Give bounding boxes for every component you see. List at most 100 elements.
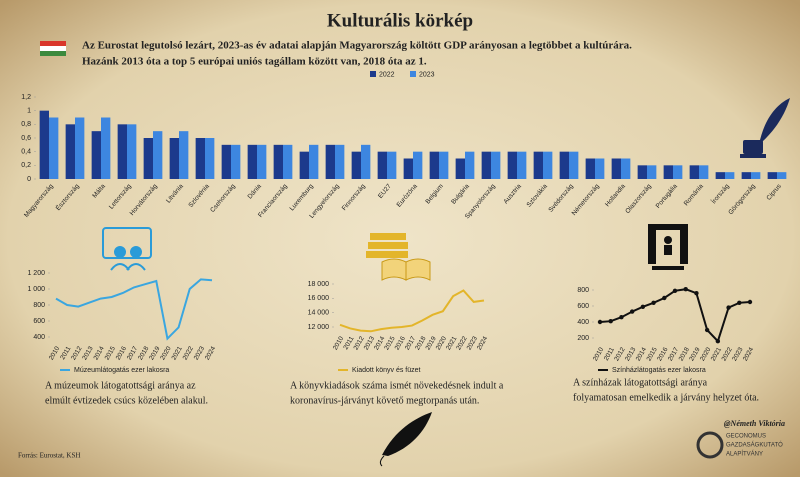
bar — [49, 117, 59, 179]
y-tick-label: 0,2 — [21, 162, 31, 169]
y-tick-label: 16 000 — [308, 295, 330, 302]
caption: A színházak látogatottsági aránya — [573, 377, 708, 388]
bar — [647, 165, 657, 179]
y-tick-label: 600 — [33, 318, 45, 325]
caption: folyamatosan emelkedik a járvány helyzet… — [573, 392, 759, 403]
legend-swatch — [370, 71, 376, 77]
point — [726, 305, 731, 310]
logo-text: GAZDASÁGKUTATÓ — [726, 442, 783, 449]
bar — [767, 172, 777, 179]
bar — [637, 165, 647, 179]
bar — [39, 110, 49, 179]
bar — [517, 151, 527, 179]
bar — [621, 158, 631, 179]
logo: GECONOMUS GAZDASÁGKUTATÓ ALAPÍTVÁNY — [696, 431, 783, 459]
source: Forrás: Eurostat, KSH — [18, 452, 80, 460]
y-tick-label: 200 — [577, 335, 589, 342]
y-tick-label: 14 000 — [308, 310, 330, 317]
y-tick-label: 1 — [27, 108, 31, 115]
bar — [387, 151, 397, 179]
point — [704, 327, 710, 333]
line — [339, 289, 485, 333]
intro-line: Hazánk 2013 óta a top 5 európai uniós ta… — [82, 56, 427, 68]
bar — [273, 144, 283, 179]
point — [662, 295, 667, 301]
caption: elmúlt évtizedek csúcs közelében alakul. — [45, 395, 208, 406]
bar — [127, 124, 137, 179]
legend-label: 2023 — [419, 71, 435, 78]
point — [651, 300, 656, 305]
bar — [403, 158, 413, 179]
y-tick-label: 12 000 — [308, 324, 330, 331]
bar — [101, 117, 111, 179]
y-tick-label: 0 — [27, 176, 31, 183]
bar — [663, 165, 673, 179]
title: Kulturális körkép — [327, 10, 473, 31]
bar — [117, 124, 127, 179]
bar — [611, 158, 621, 179]
point — [608, 319, 613, 324]
y-tick-label: 1 200 — [27, 270, 45, 277]
caption: A könyvkiadások száma ismét növekedésnek… — [290, 380, 504, 391]
bar — [91, 131, 101, 179]
y-tick-label: 800 — [33, 302, 45, 309]
bar — [741, 172, 751, 179]
bar — [335, 144, 345, 179]
bar — [309, 144, 319, 179]
quill-icon — [740, 98, 790, 158]
bar — [699, 165, 709, 179]
logo-text: ALAPÍTVÁNY — [726, 451, 763, 458]
bar — [673, 165, 683, 179]
point — [597, 319, 603, 325]
bar — [585, 158, 595, 179]
legend-label: 2022 — [379, 71, 395, 78]
bar — [481, 151, 491, 179]
book-icon — [366, 233, 431, 281]
bar — [75, 117, 85, 179]
caption: koronavírus-járványt követő megtorpanás … — [290, 395, 479, 406]
bar — [65, 124, 75, 179]
y-tick-label: 1,2 — [21, 94, 31, 101]
point — [737, 300, 742, 305]
point — [619, 315, 624, 320]
point — [694, 291, 699, 296]
bar — [465, 151, 475, 179]
bar — [413, 151, 423, 179]
bar — [377, 151, 387, 179]
museum-icon — [102, 227, 152, 271]
bar — [205, 138, 215, 179]
bar — [143, 138, 153, 179]
bar — [257, 144, 267, 179]
legend-label: Kiadott könyv és füzet — [352, 367, 421, 374]
caption: A múzeumok látogatottsági aránya az — [45, 380, 196, 391]
bar — [543, 151, 553, 179]
bar — [507, 151, 517, 179]
bar — [195, 138, 205, 179]
bar — [299, 151, 309, 179]
point — [715, 339, 721, 344]
y-tick-label: 0,8 — [21, 121, 31, 128]
bar — [179, 131, 189, 179]
theater-icon — [648, 224, 688, 270]
bar — [595, 158, 605, 179]
y-tick-label: 400 — [577, 319, 589, 326]
bar — [221, 144, 231, 179]
bar — [439, 151, 449, 179]
y-tick-label: 1 000 — [27, 286, 45, 293]
bar — [559, 151, 569, 179]
bar — [689, 165, 699, 179]
bar — [777, 172, 787, 179]
legend-label: Múzeumlátogatás ezer lakosra — [74, 367, 169, 374]
bar — [231, 144, 241, 179]
bar — [725, 172, 735, 179]
logo-text: GECONOMUS — [726, 434, 766, 440]
y-tick-label: 400 — [33, 334, 45, 341]
bar — [361, 144, 371, 179]
author: @Németh Viktória — [724, 419, 785, 428]
legend-label: Színházlátogatás ezer lakosra — [612, 367, 706, 374]
intro-line: Az Eurostat legutolsó lezárt, 2023-as év… — [82, 40, 632, 52]
point — [683, 287, 688, 292]
point — [629, 309, 635, 314]
y-tick-label: 800 — [577, 287, 589, 294]
